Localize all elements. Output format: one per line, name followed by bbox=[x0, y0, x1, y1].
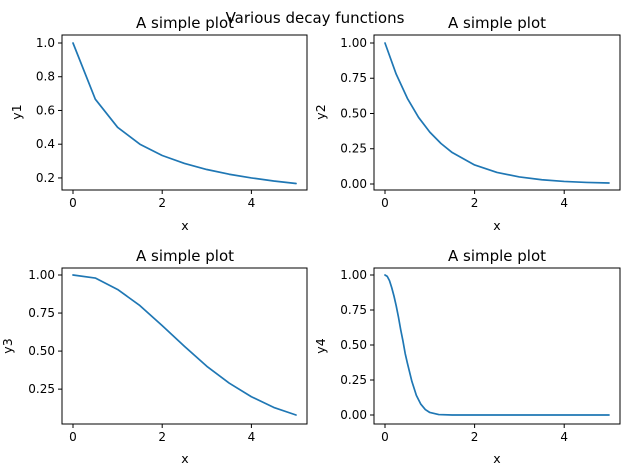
subplot-3-xtick-label: 4 bbox=[248, 430, 256, 444]
subplot-3-series-line bbox=[72, 274, 297, 416]
subplot-2-axes-frame bbox=[373, 34, 621, 191]
subplot-4-ytick-label: 0.75 bbox=[340, 303, 367, 317]
subplot-3-axes-frame bbox=[61, 267, 308, 425]
subplot-2-xlabel: x bbox=[493, 218, 500, 233]
subplot-3-xtick-label: 2 bbox=[158, 430, 166, 444]
subplot-3-ytick-label: 0.25 bbox=[28, 382, 55, 396]
subplot-1-axes-frame bbox=[61, 34, 308, 191]
subplot-3-title: A simple plot bbox=[136, 247, 234, 265]
subplot-1-xtick-label: 4 bbox=[248, 196, 256, 210]
subplot-1-series-line bbox=[72, 42, 297, 185]
subplot-2-plot-area: 0 2 4 0.00 0.25 0.50 0.75 1.00 bbox=[340, 36, 610, 210]
subplot-4-title: A simple plot bbox=[448, 247, 546, 265]
subplot-2-ytick-label: 1.00 bbox=[340, 36, 367, 50]
subplot-1-xlabel: x bbox=[181, 218, 188, 233]
subplot-4-series-line bbox=[384, 274, 610, 416]
figure-suptitle: Various decay functions bbox=[226, 9, 405, 27]
subplot-4-ylabel: y4 bbox=[313, 338, 328, 353]
subplot-3-ytick-label: 0.75 bbox=[28, 306, 55, 320]
subplot-2: A simple plot x y2 0 2 4 0.00 0.25 0.50 0.75 1.… bbox=[313, 14, 621, 233]
subplot-1-ytick-label: 0.8 bbox=[36, 70, 55, 84]
subplot-3-ylabel: y3 bbox=[0, 338, 15, 353]
subplot-3-plot-area: 0 2 4 0.25 0.50 0.75 1.00 bbox=[28, 268, 297, 444]
subplot-2-ytick-label: 0.25 bbox=[340, 142, 367, 156]
subplot-1-ytick-label: 1.0 bbox=[36, 36, 55, 50]
subplot-1-ytick-label: 0.2 bbox=[36, 171, 55, 185]
subplot-1-ytick-label: 0.6 bbox=[36, 103, 55, 117]
subplot-4-xtick-label: 4 bbox=[560, 430, 568, 444]
subplot-1-ytick-label: 0.4 bbox=[36, 137, 55, 151]
subplot-4-ytick-label: 0.00 bbox=[340, 408, 367, 422]
subplot-3-ytick-label: 0.50 bbox=[28, 344, 55, 358]
subplot-3-ytick-label: 1.00 bbox=[28, 268, 55, 282]
subplot-4-ytick-label: 0.25 bbox=[340, 373, 367, 387]
subplot-2-ytick-label: 0.00 bbox=[340, 177, 367, 191]
subplot-1: A simple plot x y1 0 2 4 0.2 0.4 0.6 0.8 1.0 bbox=[9, 14, 308, 233]
subplot-4-xtick-label: 0 bbox=[381, 430, 389, 444]
subplot-1-plot-area: 0 2 4 0.2 0.4 0.6 0.8 1.0 bbox=[36, 36, 297, 210]
subplot-2-title: A simple plot bbox=[448, 14, 546, 32]
subplot-4-ytick-label: 0.50 bbox=[340, 338, 367, 352]
subplot-4-ytick-label: 1.00 bbox=[340, 268, 367, 282]
subplot-2-xtick-label: 4 bbox=[560, 196, 568, 210]
subplot-1-xtick-label: 2 bbox=[158, 196, 166, 210]
subplot-3: A simple plot x y3 0 2 4 0.25 0.50 0.75 1.00 bbox=[0, 247, 308, 466]
subplot-4-xlabel: x bbox=[493, 451, 500, 466]
subplot-1-ylabel: y1 bbox=[9, 104, 24, 119]
subplot-3-xtick-label: 0 bbox=[69, 430, 77, 444]
subplot-1-title: A simple plot bbox=[136, 14, 234, 32]
subplot-2-series-line bbox=[384, 42, 610, 184]
subplot-4: A simple plot x y4 0 2 4 0.00 0.25 0.50 0.75 1.… bbox=[313, 247, 621, 466]
subplot-2-ytick-label: 0.75 bbox=[340, 71, 367, 85]
subplot-2-xtick-label: 0 bbox=[381, 196, 389, 210]
subplot-4-plot-area: 0 2 4 0.00 0.25 0.50 0.75 1.00 bbox=[340, 268, 610, 444]
subplot-4-axes-frame bbox=[373, 267, 621, 425]
subplot-2-xtick-label: 2 bbox=[471, 196, 479, 210]
subplot-4-xtick-label: 2 bbox=[471, 430, 479, 444]
subplot-1-xtick-label: 0 bbox=[69, 196, 77, 210]
subplot-2-ytick-label: 0.50 bbox=[340, 106, 367, 120]
subplot-3-xlabel: x bbox=[181, 451, 188, 466]
subplot-2-ylabel: y2 bbox=[313, 104, 328, 119]
